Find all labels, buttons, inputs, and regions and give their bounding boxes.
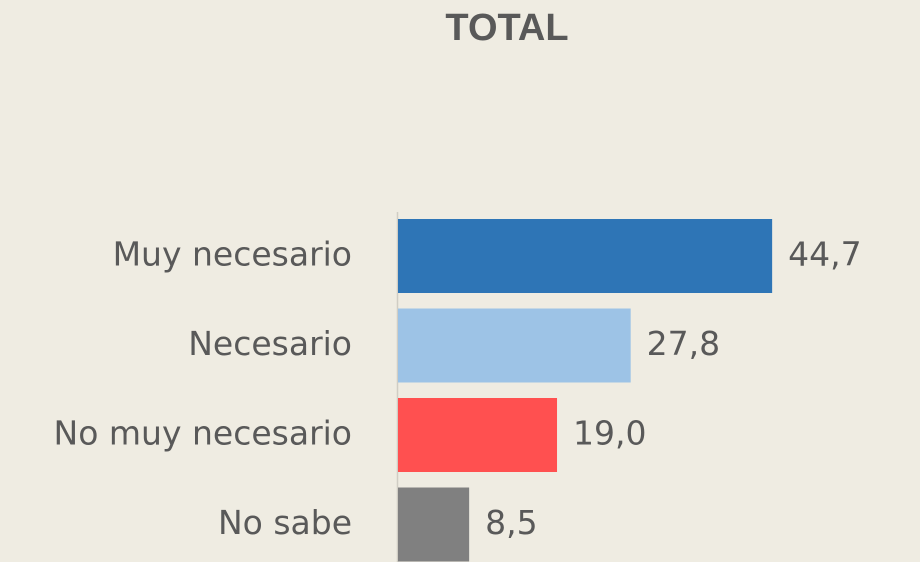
value-label: 19,0 [573, 414, 646, 453]
bar [398, 398, 558, 472]
bar [398, 308, 631, 383]
value-label: 27,8 [647, 324, 720, 363]
value-label: 8,5 [485, 503, 537, 542]
category-label: Muy necesario [113, 235, 352, 274]
bar [398, 487, 470, 562]
category-label: No muy necesario [54, 414, 352, 453]
category-label: Necesario [188, 324, 352, 363]
value-label: 44,7 [788, 235, 861, 274]
bar [398, 219, 773, 293]
chart-title: TOTAL [445, 7, 568, 49]
category-label: No sabe [218, 503, 352, 542]
